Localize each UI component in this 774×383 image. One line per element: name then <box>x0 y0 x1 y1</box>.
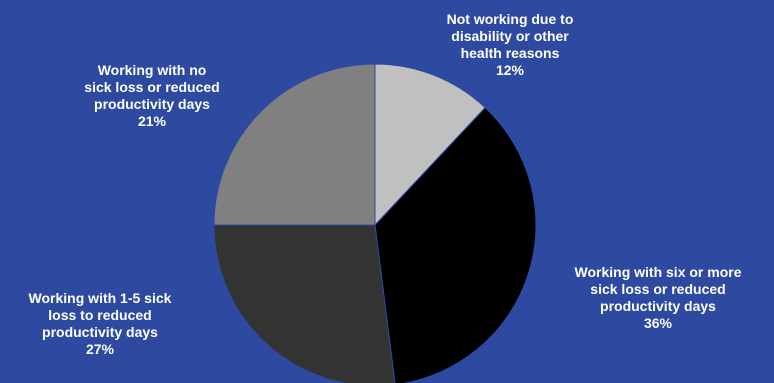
slice-label-line: Not working due to <box>446 11 574 27</box>
slice-label-line: Working with no <box>97 62 207 78</box>
slice-label-line: health reasons <box>460 45 560 61</box>
slice-label-line: sick loss or reduced <box>84 79 220 95</box>
slice-label-six-or-more: Working with six or more sick loss or re… <box>548 264 768 332</box>
slice-label-line: Working with 1-5 sick <box>28 290 172 306</box>
slice-six-or-more <box>374 106 537 383</box>
slice-percent: 27% <box>85 341 115 357</box>
slice-label-no-sick-loss: Working with no sick loss or reduced pro… <box>62 62 242 130</box>
slice-label-line: productivity days <box>42 324 158 340</box>
slice-label-line: Working with six or more <box>574 264 742 280</box>
slice-one-to-five <box>213 224 396 383</box>
slice-percent: 21% <box>137 113 167 129</box>
slice-label-one-to-five: Working with 1-5 sick loss to reduced pr… <box>5 290 195 358</box>
slice-label-line: sick loss or reduced <box>590 281 726 297</box>
slice-label-line: loss to reduced <box>48 307 152 323</box>
slice-percent: 12% <box>495 62 525 78</box>
slice-no-sick-loss <box>213 63 376 226</box>
slice-label-line: productivity days <box>600 298 716 314</box>
slice-label-line: disability or other <box>451 28 569 44</box>
slice-not-working <box>374 63 486 227</box>
slice-percent: 36% <box>643 315 673 331</box>
slice-label-line: productivity days <box>94 96 210 112</box>
slice-label-not-working: Not working due to disability or other h… <box>425 11 595 79</box>
